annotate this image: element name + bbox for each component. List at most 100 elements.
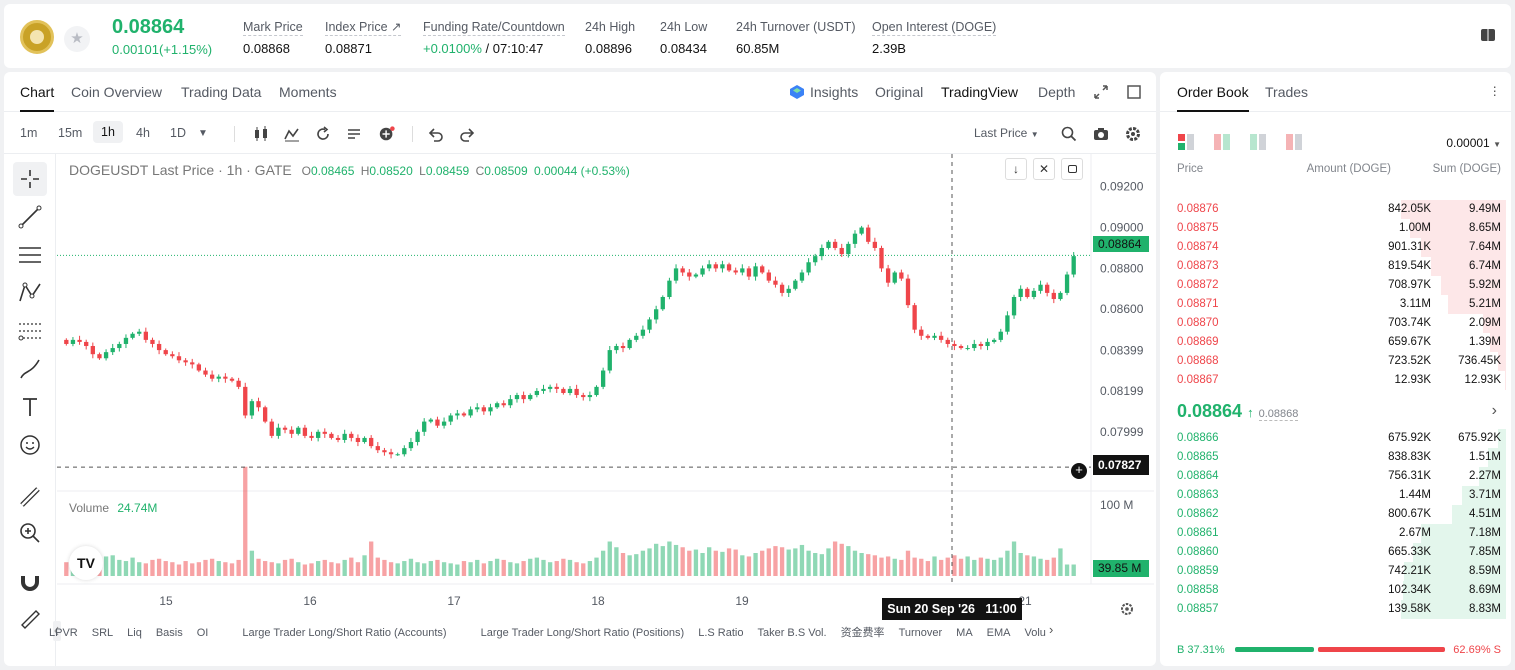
brush-tool-icon[interactable]	[13, 352, 47, 386]
stat-funding-rate[interactable]: Funding Rate/Countdown +0.0100% / 07:10:…	[423, 18, 565, 56]
precision-select[interactable]: 0.00001 ▼	[1446, 136, 1501, 150]
tab-tradingview[interactable]: TradingView	[941, 84, 1019, 100]
candlestick-chart[interactable]: 0.09200 0.09000 0.08800 0.08600 0.08399 0.081…	[57, 154, 1154, 664]
indicator-5[interactable]: Large Trader Long/Short Ratio (Accounts)	[242, 627, 447, 639]
timeframe-1d[interactable]: 1D	[170, 126, 186, 140]
indicator-10[interactable]: Turnover	[898, 627, 943, 639]
indicator-8[interactable]: Taker B.S Vol.	[757, 627, 827, 639]
collapse-tools-icon[interactable]	[53, 621, 61, 641]
bid-row[interactable]: 0.08866 675.92K 675.92K	[1160, 429, 1511, 448]
templates-icon[interactable]	[345, 125, 363, 143]
ask-row[interactable]: 0.08873 819.54K 6.74M	[1160, 257, 1511, 276]
bid-row[interactable]: 0.08860 665.33K 7.85M	[1160, 543, 1511, 562]
crosshair-time-tag: Sun 20 Sep '26 11:00	[882, 598, 1022, 620]
tab-order-book[interactable]: Order Book	[1177, 84, 1249, 112]
camera-icon[interactable]	[1092, 125, 1110, 143]
ask-row[interactable]: 0.08868 723.52K 736.45K	[1160, 352, 1511, 371]
crosshair-tool-icon[interactable]	[13, 162, 47, 196]
window-icon[interactable]	[1127, 85, 1141, 99]
tab-moments[interactable]: Moments	[279, 84, 337, 100]
indicator-12[interactable]: EMA	[986, 627, 1011, 639]
indicator-9[interactable]: 资金费率	[840, 627, 885, 639]
indicators-icon[interactable]	[283, 125, 301, 143]
close-x-icon[interactable]: ✕	[1033, 158, 1055, 180]
ask-row[interactable]: 0.08869 659.67K 1.39M	[1160, 333, 1511, 352]
ask-row[interactable]: 0.08867 12.93K 12.93K	[1160, 371, 1511, 390]
indicator-0[interactable]: LPVR	[49, 627, 78, 639]
stat-index-price[interactable]: Index Price ↗ 0.08871	[325, 18, 402, 56]
indicator-3[interactable]: Basis	[155, 627, 183, 639]
book-both-icon[interactable]	[1178, 134, 1194, 150]
tab-trades[interactable]: Trades	[1265, 84, 1309, 100]
bid-row[interactable]: 0.08864 756.31K 2.27M	[1160, 467, 1511, 486]
text-tool-icon[interactable]	[13, 390, 47, 424]
settings-gear-icon[interactable]	[1124, 125, 1142, 143]
tradingview-logo-icon[interactable]: TV	[69, 546, 103, 580]
chart-area[interactable]: 0.09200 0.09000 0.08800 0.08600 0.08399 0.081…	[57, 154, 1154, 664]
timeframe-dropdown-icon[interactable]: ▼	[198, 128, 208, 139]
pattern-tool-icon[interactable]	[13, 276, 47, 310]
stat-mark-price[interactable]: Mark Price 0.08868	[243, 18, 303, 56]
horizontal-lines-tool-icon[interactable]	[13, 238, 47, 272]
indicator-13[interactable]: Volu	[1024, 627, 1046, 639]
indicator-7[interactable]: L.S Ratio	[698, 627, 744, 639]
magnet-icon[interactable]	[13, 564, 47, 598]
more-menu-icon[interactable]: · · ·	[1492, 78, 1497, 102]
bid-row[interactable]: 0.08865 838.83K 1.51M	[1160, 448, 1511, 467]
indicator-2[interactable]: Liq	[127, 627, 142, 639]
mid-price[interactable]: 0.08864 ↑ 0.08868	[1177, 401, 1299, 422]
ask-row[interactable]: 0.08875 1.00M 8.65M	[1160, 219, 1511, 238]
book-asks-icon[interactable]	[1286, 134, 1302, 150]
timeframe-15m[interactable]: 15m	[58, 126, 83, 140]
redo-icon[interactable]	[458, 125, 476, 143]
bid-row[interactable]: 0.08858 102.34K 8.69M	[1160, 581, 1511, 600]
tab-trading-data[interactable]: Trading Data	[181, 84, 262, 100]
bid-row[interactable]: 0.08861 2.67M 7.18M	[1160, 524, 1511, 543]
tab-coin-overview[interactable]: Coin Overview	[71, 84, 163, 100]
timeframe-1h[interactable]: 1h	[93, 121, 123, 143]
lock-drawing-icon[interactable]	[13, 600, 47, 634]
bid-row[interactable]: 0.08857 139.58K 8.83M	[1160, 600, 1511, 619]
price-type-select[interactable]: Last Price ▼	[974, 126, 1039, 140]
scroll-down-icon[interactable]: ↓	[1005, 158, 1027, 180]
chevron-right-icon[interactable]: ›	[1491, 402, 1497, 419]
zoom-in-icon[interactable]	[13, 516, 47, 550]
tab-insights[interactable]: Insights	[810, 84, 859, 100]
book-icon[interactable]	[1479, 26, 1497, 44]
emoji-tool-icon[interactable]	[13, 428, 47, 462]
indicator-4[interactable]: OI	[196, 627, 209, 639]
favorite-star-icon[interactable]: ★	[64, 26, 90, 52]
bid-row[interactable]: 0.08862 800.67K 4.51M	[1160, 505, 1511, 524]
fullscreen-icon[interactable]	[1061, 158, 1083, 180]
indicator-6[interactable]: Large Trader Long/Short Ratio (Positions…	[480, 627, 685, 639]
chart-settings-icon[interactable]	[1119, 601, 1135, 617]
ask-row[interactable]: 0.08871 3.11M 5.21M	[1160, 295, 1511, 314]
fib-tool-icon[interactable]	[13, 314, 47, 348]
ask-row[interactable]: 0.08876 842.05K 9.49M	[1160, 200, 1511, 219]
book-bids-icon[interactable]	[1250, 134, 1266, 150]
stat-open-interest[interactable]: Open Interest (DOGE) 2.39B	[872, 18, 997, 56]
search-icon[interactable]	[1060, 125, 1078, 143]
bid-row[interactable]: 0.08863 1.44M 3.71M	[1160, 486, 1511, 505]
timeframe-1m[interactable]: 1m	[20, 126, 38, 140]
undo-icon[interactable]	[427, 125, 445, 143]
bid-row[interactable]: 0.08859 742.21K 8.59M	[1160, 562, 1511, 581]
expand-icon[interactable]	[1094, 85, 1108, 99]
add-alert-icon[interactable]	[378, 125, 396, 143]
add-price-line-icon[interactable]: +	[1070, 462, 1088, 480]
ask-row[interactable]: 0.08872 708.97K 5.92M	[1160, 276, 1511, 295]
trendline-tool-icon[interactable]	[13, 200, 47, 234]
book-split-icon[interactable]	[1214, 134, 1230, 150]
ask-row[interactable]: 0.08870 703.74K 2.09M	[1160, 314, 1511, 333]
ruler-tool-icon[interactable]	[13, 480, 47, 514]
replay-icon[interactable]	[314, 125, 332, 143]
indicator-1[interactable]: SRL	[91, 627, 114, 639]
tab-depth[interactable]: Depth	[1038, 84, 1076, 100]
timeframe-4h[interactable]: 4h	[136, 126, 150, 140]
indicator-scroll-right-icon[interactable]: ›	[1049, 622, 1054, 637]
indicator-11[interactable]: MA	[956, 627, 973, 639]
ask-row[interactable]: 0.08874 901.31K 7.64M	[1160, 238, 1511, 257]
candle-type-icon[interactable]	[252, 125, 270, 143]
tab-chart[interactable]: Chart	[20, 84, 55, 112]
tab-original[interactable]: Original	[875, 84, 924, 100]
